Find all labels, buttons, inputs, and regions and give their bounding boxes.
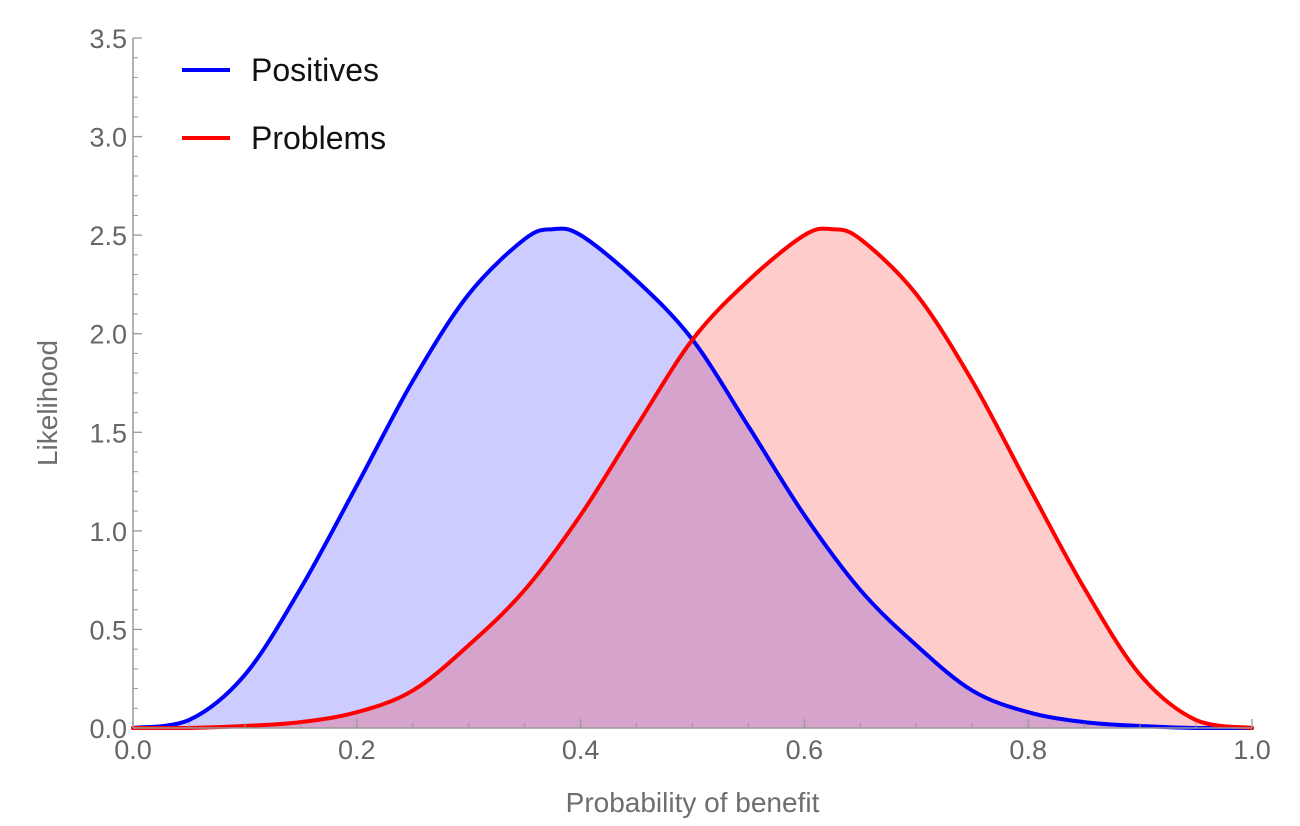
- y-tick-label: 0.0: [89, 714, 127, 744]
- y-tick-label: 3.0: [89, 123, 127, 153]
- ticks: 0.0 0.2 0.4 0.6 0.8 1.0 0.0 0.5 1.0 1.5 2.0 2.5 3.0 3…: [89, 24, 1270, 765]
- series-fills: [133, 228, 1252, 728]
- series-fill-problems: [133, 228, 1252, 728]
- series-line-problems: [131, 226, 1254, 731]
- x-tick-label: 0.2: [338, 735, 376, 765]
- x-tick-label: 0.0: [114, 735, 152, 765]
- y-tick-label: 1.0: [89, 517, 127, 547]
- legend-label-problems: Problems: [251, 120, 386, 156]
- y-tick-label: 2.0: [89, 320, 127, 350]
- x-tick-label: 0.6: [786, 735, 824, 765]
- series-line-positives: [131, 226, 1254, 731]
- y-tick-label: 0.5: [89, 615, 127, 645]
- series-fill-positives: [133, 228, 1252, 728]
- legend: Positives Problems: [182, 52, 386, 156]
- y-axis-title: Likelihood: [32, 340, 63, 466]
- x-tick-label: 0.4: [562, 735, 600, 765]
- legend-label-positives: Positives: [251, 52, 379, 88]
- y-tick-label: 3.5: [89, 24, 127, 54]
- y-tick-label: 2.5: [89, 221, 127, 251]
- series-lines: [131, 226, 1254, 731]
- y-tick-label: 1.5: [89, 418, 127, 448]
- x-axis-title: Probability of benefit: [566, 787, 820, 818]
- x-tick-label: 0.8: [1009, 735, 1047, 765]
- x-tick-label: 1.0: [1233, 735, 1271, 765]
